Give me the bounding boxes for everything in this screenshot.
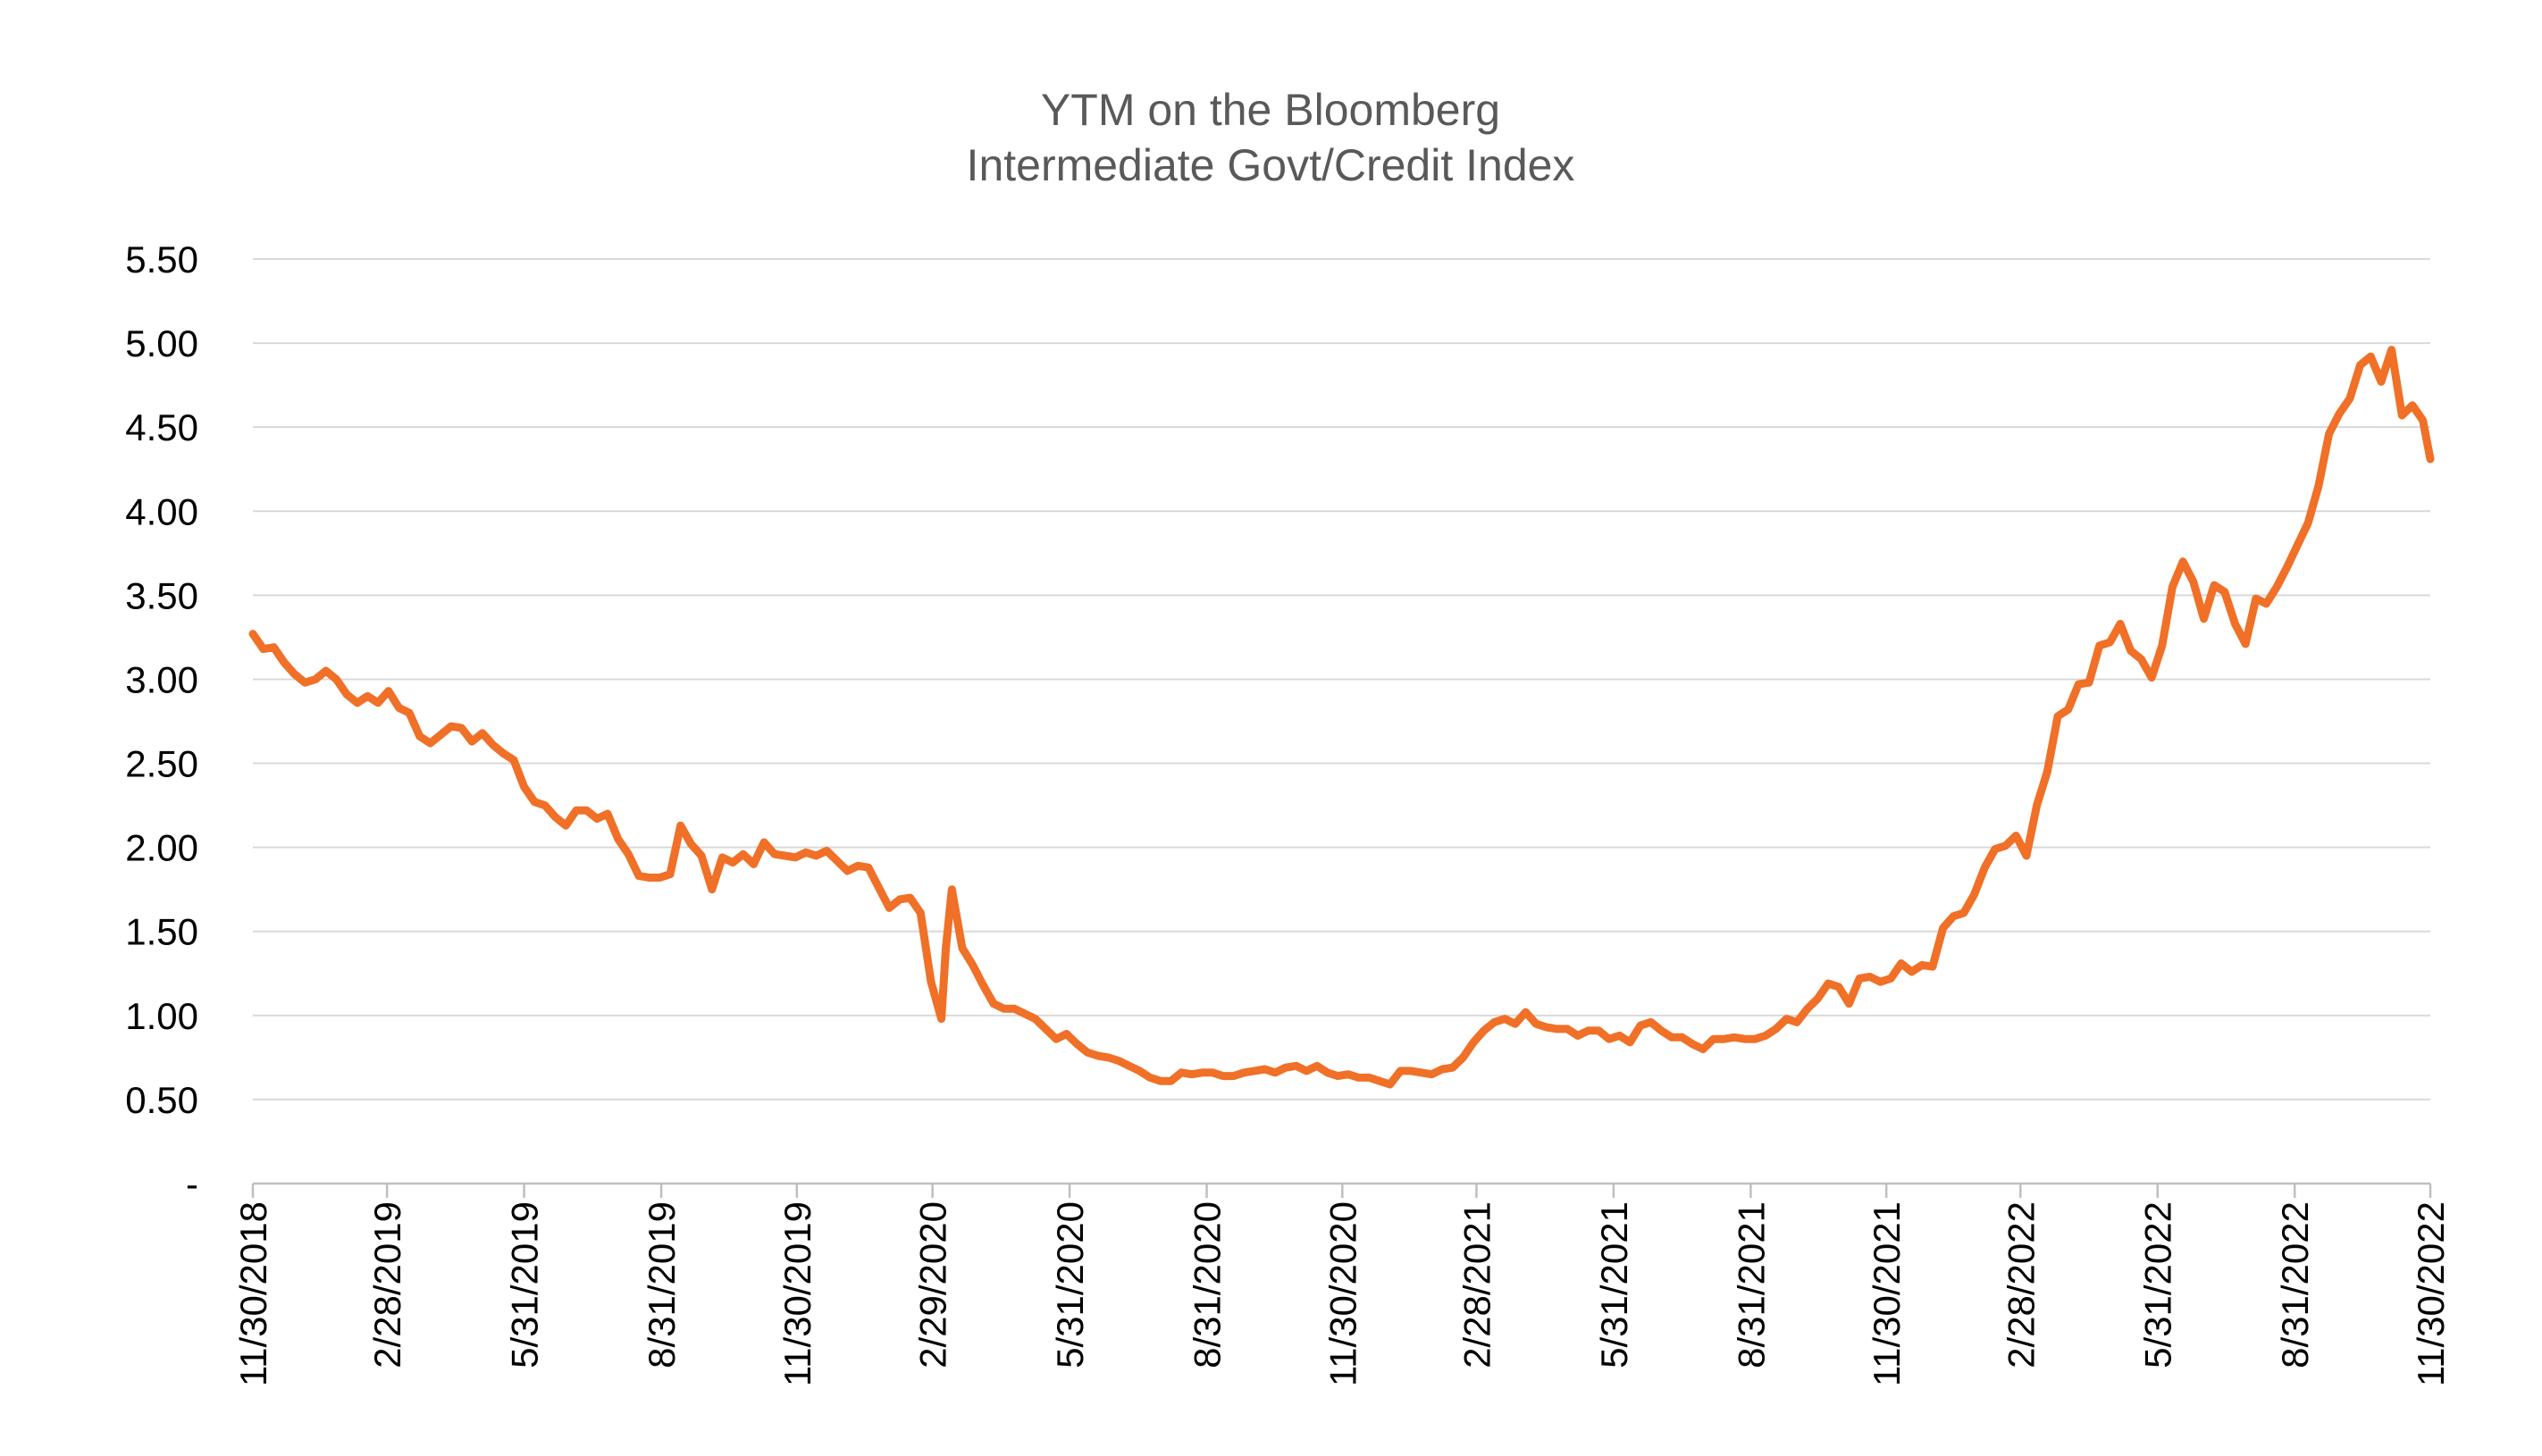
x-tick-label: 8/31/2022 [2274,1201,2316,1368]
series-layer [248,346,2435,1089]
y-tick-label: 3.50 [125,574,198,616]
gridlines [253,258,2430,1100]
x-tick-label: 8/31/2020 [1187,1201,1229,1368]
y-tick-label: 0.50 [125,1079,198,1121]
x-tick-label: 5/31/2019 [504,1201,546,1368]
x-tick-label: 11/30/2019 [776,1201,818,1386]
x-tick-label: 2/29/2020 [912,1201,954,1368]
y-tick-label: 1.00 [125,995,198,1037]
x-tick-label: 11/30/2022 [2410,1201,2452,1386]
chart-title-line-2: Intermediate Govt/Credit Index [967,140,1575,190]
y-tick-label: 1.50 [125,911,198,953]
x-tick-label: 11/30/2020 [1321,1201,1363,1386]
y-tick-label: 4.00 [125,490,198,532]
y-tick-label: 4.50 [125,406,198,448]
y-tick-label: 3.00 [125,658,198,700]
chart-title-line-1: YTM on the Bloomberg [1041,85,1500,135]
x-tick-label: 5/31/2022 [2137,1201,2179,1368]
x-axis-ticks: 11/30/2018 2/28/2019 5/31/2019 8/31/2019 11/… [232,1184,2452,1386]
x-tick-label: 11/30/2021 [1866,1201,1908,1386]
x-tick-label: 8/31/2019 [641,1201,683,1368]
x-tick-label: 2/28/2021 [1456,1201,1498,1368]
y-tick-label: - [186,1163,198,1205]
y-tick-label: 5.00 [125,322,198,364]
x-tick-label: 11/30/2018 [232,1201,274,1386]
x-tick-label: 5/31/2021 [1593,1201,1635,1368]
ytm-series-line [248,346,2435,1089]
x-tick-label: 5/31/2020 [1049,1201,1091,1368]
y-axis-ticks: - 0.50 1.00 1.50 2.00 2.50 3.00 3.50 4.00 4.50 5.0… [125,238,198,1205]
x-tick-label: 2/28/2019 [366,1201,408,1368]
y-tick-label: 2.50 [125,743,198,785]
x-tick-label: 2/28/2022 [2000,1201,2042,1368]
y-tick-label: 5.50 [125,238,198,280]
x-tick-label: 8/31/2021 [1730,1201,1772,1368]
y-tick-label: 2.00 [125,827,198,869]
